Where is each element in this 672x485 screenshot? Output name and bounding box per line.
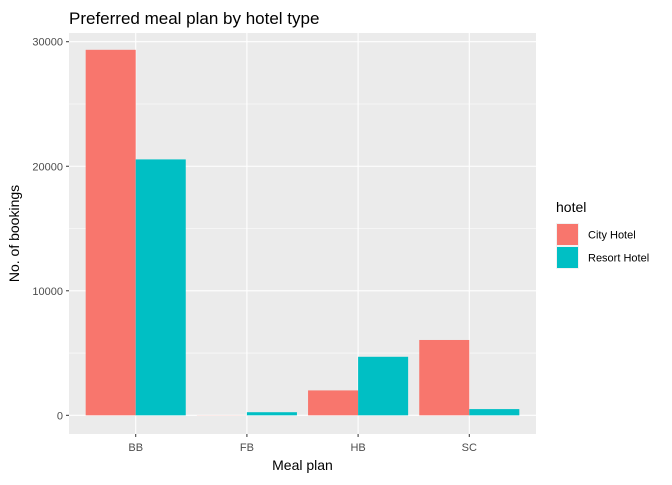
legend-swatch <box>557 247 578 268</box>
x-tick-label: SC <box>462 442 477 454</box>
y-tick-label: 30000 <box>32 37 63 49</box>
x-axis: BB FB HB SC <box>128 434 477 454</box>
legend-label: City Hotel <box>588 230 636 242</box>
bar <box>247 412 297 415</box>
y-tick-label: 0 <box>57 410 63 422</box>
x-tick-label: FB <box>240 442 254 454</box>
y-axis-title: No. of bookings <box>6 185 22 282</box>
bar <box>136 159 186 415</box>
chart-title: Preferred meal plan by hotel type <box>69 9 319 28</box>
bar <box>86 50 136 416</box>
x-tick-label: BB <box>128 442 143 454</box>
x-axis-title: Meal plan <box>272 457 333 473</box>
legend: hotel City Hotel Resort Hotel <box>556 199 649 269</box>
x-tick-label: HB <box>350 442 365 454</box>
bar <box>358 357 408 416</box>
bar <box>308 390 358 415</box>
bar <box>419 340 469 415</box>
legend-title: hotel <box>556 199 586 215</box>
y-tick-label: 10000 <box>32 286 63 298</box>
legend-label: Resort Hotel <box>588 253 649 265</box>
y-tick-label: 20000 <box>32 161 63 173</box>
legend-swatch <box>557 224 578 245</box>
y-axis: 0 10000 20000 30000 <box>32 37 69 423</box>
bar <box>469 409 519 415</box>
